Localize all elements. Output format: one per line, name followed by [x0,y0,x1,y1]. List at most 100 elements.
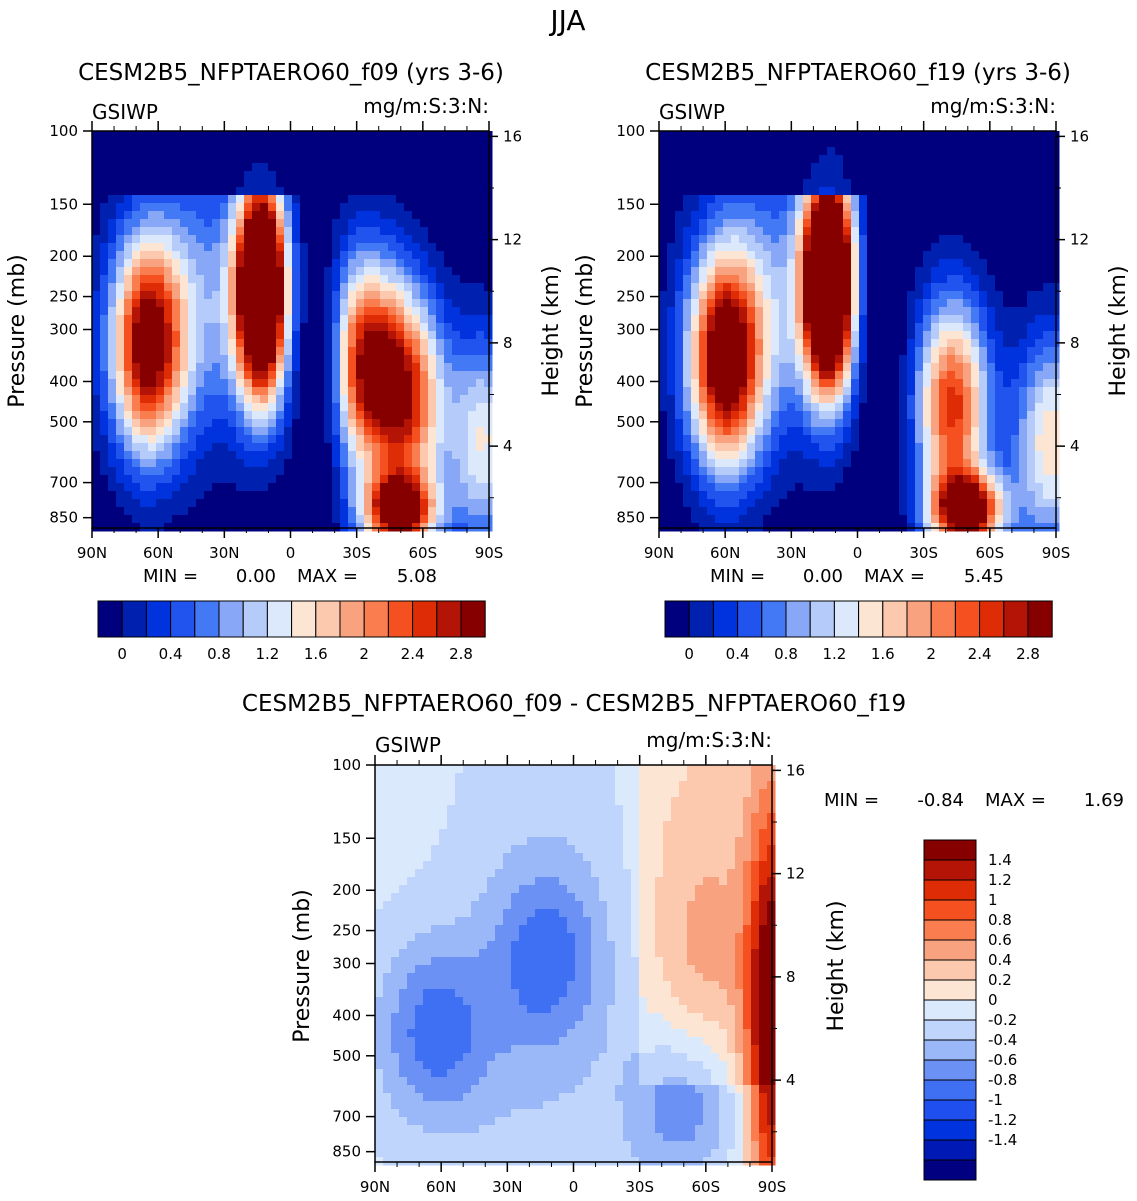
colorbar-box [923,1119,977,1141]
main-title: JJA [548,4,585,37]
y-tick-label: 400 [616,372,645,390]
y-tick-label: 700 [49,474,78,492]
panel-f09: CESM2B5_NFPTAERO60_f09 (yrs 3-6) GSIWP m… [5,60,564,663]
colorbar-box [923,839,977,861]
colorbar-box [761,600,787,638]
contour-fill [659,131,1060,532]
panel-f09-max-label: MAX = [297,566,358,587]
colorbar-label: 1.6 [304,645,328,663]
y-tick-label: 400 [49,372,78,390]
colorbar-box [242,600,268,638]
x-tick-label: 30N [209,544,239,562]
colorbar-box [664,600,690,638]
x-tick-label: 90N [77,544,107,562]
colorbar-box [1027,600,1053,638]
x-tick-label: 0 [286,544,296,562]
colorbar-label: -1.2 [988,1111,1017,1129]
colorbar-box [809,600,835,638]
y-tick-label: 250 [616,288,645,306]
y-tick-label: 300 [332,955,361,973]
colorbar-box [923,859,977,881]
height-tick-label: 8 [786,968,796,986]
colorbar-box [218,600,244,638]
panel-f19-title: CESM2B5_NFPTAERO60_f19 (yrs 3-6) [645,60,1071,86]
x-tick-label: 60N [143,544,173,562]
colorbar-box [194,600,220,638]
colorbar-box [712,600,739,638]
colorbar-box [436,600,462,638]
contour-fill [375,765,776,1166]
panel-f19-variable: GSIWP [659,100,725,124]
panel-diff-ylabel: Pressure (mb) [290,889,315,1043]
x-tick-label: 90S [475,544,504,562]
panel-diff: CESM2B5_NFPTAERO60_f09 - CESM2B5_NFPTAER… [242,691,1124,1196]
colorbar-label: 2.8 [449,645,473,663]
y-tick-label: 150 [49,195,78,213]
colorbar-box [923,939,977,961]
panel-f09-min-value: 0.00 [236,566,276,587]
panel-diff-max-label: MAX = [985,790,1046,811]
panel-f09-min-label: MIN = [143,566,198,587]
panel-diff-colorbar: 1.4 1.2 1 0.8 0.6 0.4 0.2 0 -0.2 -0.4 -0.6 -0.8 -1 -1… [923,839,1017,1181]
panel-f19-ylabel: Pressure (mb) [573,254,598,408]
panel-f19-colorbar: 0 0.4 0.8 1.2 1.6 2 2.4 2.8 [664,600,1053,663]
panel-f09-colorbar: 0 0.4 0.8 1.2 1.6 2 2.4 2.8 [97,600,486,663]
colorbar-label: 0 [117,645,127,663]
panel-f09-plot: 90N 60N 30N 0 30S 60S 90S 100 150 200 250 300 400 500… [49,121,522,562]
height-tick-label: 4 [1070,437,1080,455]
colorbar-label: 1.4 [988,851,1012,869]
colorbar-label: 0.4 [988,951,1012,969]
x-tick-label: 60S [409,544,438,562]
colorbar-box [923,879,977,901]
panel-f09-title: CESM2B5_NFPTAERO60_f09 (yrs 3-6) [78,60,504,86]
panel-f09-ylabel: Pressure (mb) [5,254,30,408]
colorbar-box [923,959,977,981]
colorbar-box [363,600,389,638]
height-tick-label: 12 [786,865,805,883]
colorbar-label: 0.8 [774,645,798,663]
height-tick-label: 12 [503,231,522,249]
x-tick-label: 90N [644,544,674,562]
colorbar-box [923,1159,977,1181]
colorbar-label: 0.6 [988,931,1012,949]
colorbar-box [882,600,908,638]
panel-f09-ylabel-right: Height (km) [539,265,564,396]
colorbar-box [930,600,956,638]
colorbar-box [785,600,811,638]
x-tick-label: 90S [1042,544,1071,562]
colorbar-label: 2.4 [401,645,425,663]
panel-f19-ylabel-right: Height (km) [1106,265,1131,396]
colorbar-label: 1.2 [988,871,1012,889]
panel-f19-min-label: MIN = [710,566,765,587]
x-tick-label: 0 [853,544,863,562]
colorbar-box [121,600,147,638]
y-tick-label: 200 [332,881,361,899]
y-tick-label: 200 [616,247,645,265]
x-tick-label: 60N [710,544,740,562]
y-tick-label: 150 [332,829,361,847]
colorbar-box [979,600,1005,638]
colorbar-label: 0.4 [159,645,183,663]
panel-f09-variable: GSIWP [92,100,158,124]
height-tick-label: 8 [1070,334,1080,352]
colorbar-label: 0 [988,991,998,1009]
y-tick-label: 850 [332,1143,361,1161]
colorbar-box [339,600,365,638]
colorbar-box [858,600,884,638]
y-tick-label: 250 [332,922,361,940]
colorbar-label: 2.8 [1016,645,1040,663]
panel-diff-title: CESM2B5_NFPTAERO60_f09 - CESM2B5_NFPTAER… [242,691,906,717]
panel-diff-units: mg/m:S:3:N: [646,728,772,752]
y-tick-label: 850 [49,509,78,527]
y-tick-label: 300 [616,321,645,339]
colorbar-label: -1.4 [988,1131,1017,1149]
panel-diff-ylabel-right: Height (km) [824,900,849,1031]
x-tick-label: 30S [909,544,938,562]
panel-diff-max-value: 1.69 [1084,790,1124,811]
colorbar-box [737,600,763,638]
colorbar-label: 0.4 [726,645,750,663]
x-tick-label: 60N [426,1178,456,1196]
y-tick-label: 700 [616,474,645,492]
y-tick-label: 100 [332,756,361,774]
